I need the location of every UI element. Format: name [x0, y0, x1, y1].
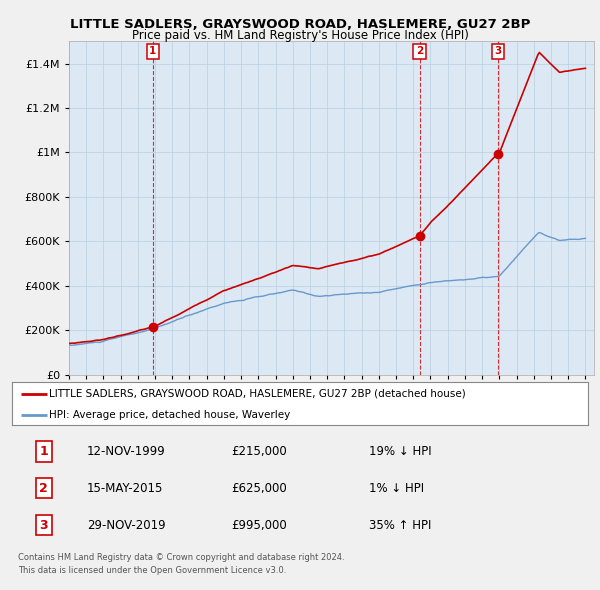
Text: 12-NOV-1999: 12-NOV-1999 [87, 445, 166, 458]
Text: £995,000: £995,000 [231, 519, 287, 532]
Text: LITTLE SADLERS, GRAYSWOOD ROAD, HASLEMERE, GU27 2BP: LITTLE SADLERS, GRAYSWOOD ROAD, HASLEMER… [70, 18, 530, 31]
Text: 3: 3 [40, 519, 48, 532]
Text: 3: 3 [494, 46, 502, 56]
Text: 1: 1 [40, 445, 48, 458]
Text: 29-NOV-2019: 29-NOV-2019 [87, 519, 166, 532]
Text: 1% ↓ HPI: 1% ↓ HPI [369, 481, 424, 495]
Text: LITTLE SADLERS, GRAYSWOOD ROAD, HASLEMERE, GU27 2BP (detached house): LITTLE SADLERS, GRAYSWOOD ROAD, HASLEMER… [49, 389, 466, 399]
Text: This data is licensed under the Open Government Licence v3.0.: This data is licensed under the Open Gov… [18, 566, 286, 575]
Text: 15-MAY-2015: 15-MAY-2015 [87, 481, 163, 495]
Text: £625,000: £625,000 [231, 481, 287, 495]
Text: 2: 2 [40, 481, 48, 495]
Text: 1: 1 [149, 46, 157, 56]
Text: Contains HM Land Registry data © Crown copyright and database right 2024.: Contains HM Land Registry data © Crown c… [18, 553, 344, 562]
Text: 35% ↑ HPI: 35% ↑ HPI [369, 519, 431, 532]
Text: HPI: Average price, detached house, Waverley: HPI: Average price, detached house, Wave… [49, 411, 290, 421]
Text: £215,000: £215,000 [231, 445, 287, 458]
Text: Price paid vs. HM Land Registry's House Price Index (HPI): Price paid vs. HM Land Registry's House … [131, 30, 469, 42]
Text: 19% ↓ HPI: 19% ↓ HPI [369, 445, 432, 458]
Text: 2: 2 [416, 46, 423, 56]
